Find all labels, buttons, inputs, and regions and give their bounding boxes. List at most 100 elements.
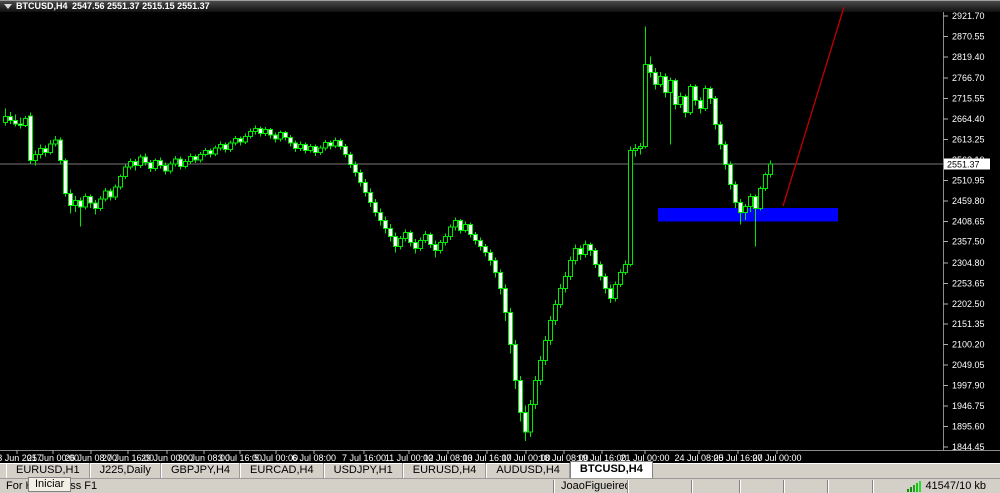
price-axis-label: 2304.80 — [952, 258, 985, 268]
candle-body — [498, 271, 503, 289]
candle-body — [613, 283, 618, 299]
candle-body — [703, 87, 708, 109]
candle-body — [123, 166, 128, 178]
candle-body — [153, 160, 158, 170]
price-axis-label: 2715.55 — [952, 93, 985, 103]
candle-body — [408, 231, 413, 243]
window-menu-icon[interactable] — [4, 4, 12, 9]
status-help-text: For Help, press F1 — [6, 479, 98, 492]
candle-body — [103, 190, 108, 200]
candle-body — [363, 181, 368, 193]
window-top-edge — [0, 0, 1000, 1]
candle-body — [188, 155, 193, 163]
candle-body — [688, 85, 693, 113]
candle-body — [583, 243, 588, 255]
status-separator — [739, 479, 741, 493]
candle-body — [603, 275, 608, 289]
candle-body — [58, 139, 63, 162]
candle-body — [298, 143, 303, 150]
candle-body — [373, 201, 378, 213]
candle-body — [668, 79, 673, 93]
candle-body — [333, 139, 338, 147]
time-axis-label: 26 Jun 08:00 — [65, 453, 117, 463]
candle-body — [413, 241, 418, 249]
tab-gbpjpy-h4[interactable]: GBPJPY,H4 — [160, 463, 241, 478]
candle-body — [203, 149, 208, 155]
current-price-tag-text: 2551.37 — [947, 160, 980, 170]
tab-audusd-h4[interactable]: AUDUSD,H4 — [486, 463, 570, 478]
candle-body — [623, 263, 628, 273]
candle-body — [633, 147, 638, 151]
tab-btcusd-h4[interactable]: BTCUSD,H4 — [569, 461, 653, 478]
candle-body — [8, 116, 13, 122]
candle-body — [303, 143, 308, 151]
candle-body — [143, 156, 148, 163]
candle-body — [478, 239, 483, 247]
chart-title-strip — [0, 1, 1000, 12]
price-axis-label: 2921.70 — [952, 11, 985, 21]
candle-body — [178, 158, 183, 168]
candle-body — [243, 135, 248, 143]
candle-body — [763, 173, 768, 189]
candle-body — [588, 243, 593, 251]
tab-eurcad-h4[interactable]: EURCAD,H4 — [240, 463, 324, 478]
candle-body — [378, 211, 383, 221]
candle-body — [388, 227, 393, 237]
candle-body — [148, 161, 153, 170]
status-empty-cell — [741, 479, 783, 493]
candle-body — [708, 87, 713, 99]
candle-body — [393, 235, 398, 247]
price-axis-label: 2766.70 — [952, 73, 985, 83]
candle-body — [248, 131, 253, 137]
candle-body — [538, 359, 543, 381]
time-axis-label: 24 Jul 08:00 — [674, 453, 723, 463]
chart-title-symbol: BTCUSD,H4 — [16, 1, 68, 11]
status-separator — [553, 479, 555, 493]
price-chart[interactable]: 2921.70 2870.55 2819.40 2766.70 2715.55 2664.… — [0, 0, 1000, 463]
candle-body — [558, 287, 563, 305]
candle-body — [338, 139, 343, 147]
candle-body — [208, 149, 213, 155]
candle-body — [503, 287, 508, 313]
time-axis-label: 13 Jul 16:00 — [462, 453, 511, 463]
connection-bars-icon — [907, 480, 922, 492]
candle-body — [598, 263, 603, 277]
candle-body — [658, 75, 663, 85]
tab-usdjpy-h1[interactable]: USDJPY,H1 — [323, 463, 403, 478]
status-connection: 41547/10 kb — [874, 479, 1000, 493]
status-separator — [872, 479, 874, 493]
chart-title-ohlc: 2547.56 2551.37 2515.15 2551.37 — [72, 1, 210, 11]
price-axis-label: 2870.55 — [952, 31, 985, 41]
price-axis-label: 2510.95 — [952, 175, 985, 185]
candle-body — [358, 172, 363, 183]
tab-eurusd-h4[interactable]: EURUSD,H4 — [402, 463, 487, 478]
candle-body — [133, 161, 138, 167]
candle-body — [743, 205, 748, 213]
status-separator — [627, 479, 629, 493]
candle-body — [28, 115, 33, 162]
price-axis-label: 2253.65 — [952, 278, 985, 288]
candle-body — [518, 379, 523, 413]
candle-body — [18, 123, 23, 127]
candle-body — [748, 195, 753, 207]
tab-j225-daily[interactable]: J225,Daily — [89, 463, 161, 478]
price-axis-label: 2202.50 — [952, 299, 985, 309]
candle-body — [183, 161, 188, 168]
tab-eurusd-h1[interactable]: EURUSD,H1 — [6, 463, 90, 478]
candle-body — [238, 137, 243, 143]
candle-body — [638, 145, 643, 149]
candle-body — [293, 142, 298, 150]
candle-body — [418, 239, 423, 249]
candle-body — [553, 303, 558, 321]
traffic-label: 41547/10 kb — [925, 480, 986, 492]
candle-body — [328, 142, 333, 147]
candle-body — [738, 201, 743, 213]
candle-body — [448, 226, 453, 238]
candle-body — [43, 148, 48, 153]
status-empty-cell — [829, 479, 872, 493]
candle-body — [528, 403, 533, 433]
candle-body — [318, 147, 323, 154]
candle-body — [568, 259, 573, 277]
candle-body — [493, 260, 498, 273]
candle-body — [313, 145, 318, 154]
